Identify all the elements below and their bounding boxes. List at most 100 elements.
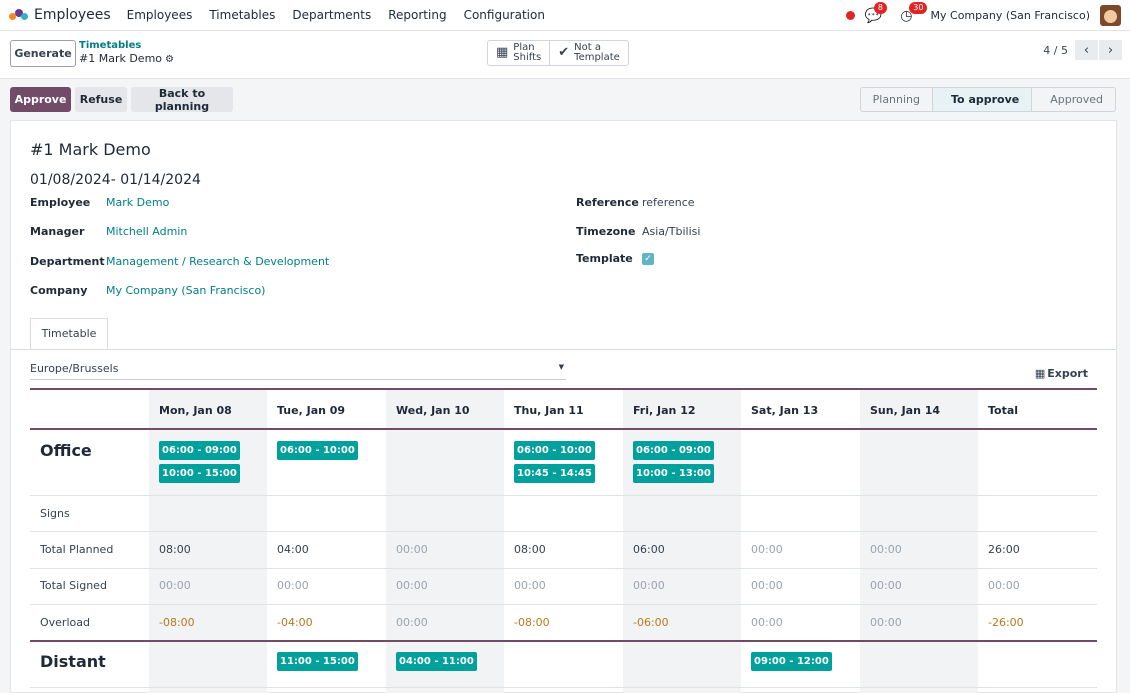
menu-employees[interactable]: Employees — [126, 8, 193, 22]
stage-planning[interactable]: Planning — [859, 87, 933, 112]
total-signed-label: Total Signed — [40, 579, 107, 592]
timezone-field: Timezone Asia/Tbilisi — [576, 225, 700, 238]
stage-approved[interactable]: Approved — [1031, 87, 1116, 112]
shift-office-thu-1[interactable]: 06:00 - 10:00 — [514, 441, 595, 460]
department-value[interactable]: Management / Research & Development — [106, 255, 330, 268]
manager-value[interactable]: Mitchell Admin — [106, 225, 188, 238]
breadcrumb-current: #1 Mark Demo — [79, 52, 163, 65]
plan-shifts-line1: Plan — [513, 42, 535, 53]
day-header-total: Total — [988, 404, 1019, 417]
pager-previous-button[interactable]: ‹ — [1075, 40, 1098, 60]
export-button[interactable]: ▦ Export — [1035, 367, 1088, 380]
export-label: Export — [1047, 367, 1088, 380]
table-icon: ▦ — [1034, 367, 1046, 380]
form-sheet: #1 Mark Demo 01/08/2024- 01/14/2024 Empl… — [10, 120, 1117, 693]
timetable-timezone-select[interactable]: Europe/Brussels ▼ — [30, 362, 566, 380]
overload-label: Overload — [40, 616, 90, 629]
shift-office-thu-2[interactable]: 10:45 - 14:45 — [514, 464, 595, 483]
shift-distant-tue-1[interactable]: 11:00 - 15:00 — [277, 652, 358, 671]
calendar-grid-icon: ▦ — [496, 45, 509, 60]
employee-field: Employee Mark Demo — [30, 196, 169, 209]
total-planned-label: Total Planned — [40, 543, 114, 556]
tab-timetable[interactable]: Timetable — [30, 318, 108, 350]
reference-value[interactable]: reference — [642, 196, 695, 209]
refuse-button[interactable]: Refuse — [75, 87, 127, 112]
shift-office-mon-2[interactable]: 10:00 - 15:00 — [159, 464, 240, 483]
row-divider — [30, 568, 1097, 569]
department-label: Department — [30, 255, 105, 268]
planned-sat: 00:00 — [751, 543, 783, 556]
menu-reporting[interactable]: Reporting — [388, 8, 447, 22]
reference-label: Reference — [576, 196, 639, 209]
signed-sat: 00:00 — [751, 579, 783, 592]
plan-shifts-button[interactable]: ▦ Plan Shifts — [488, 41, 549, 65]
breadcrumb-timetables[interactable]: Timetables — [79, 40, 142, 51]
planned-total: 26:00 — [988, 543, 1020, 556]
column-fri — [623, 390, 741, 693]
main-menu: Employees Timetables Departments Reporti… — [119, 8, 554, 22]
row-divider — [30, 604, 1097, 605]
recording-dot-icon[interactable] — [845, 11, 855, 20]
generate-button[interactable]: Generate — [10, 40, 76, 67]
manager-field: Manager Mitchell Admin — [30, 225, 187, 238]
overload-sat: 00:00 — [751, 616, 783, 629]
row-divider — [30, 495, 1097, 496]
top-navbar: Employees Employees Timetables Departmen… — [0, 0, 1130, 31]
shift-office-tue-1[interactable]: 06:00 - 10:00 — [277, 441, 358, 460]
activities-clock-icon[interactable]: ◷ 30 — [900, 1, 928, 24]
signed-fri: 00:00 — [633, 579, 665, 592]
employee-value[interactable]: Mark Demo — [106, 196, 170, 209]
systray: 💬 8 ◷ 30 My Company (San Francisco) — [845, 0, 1130, 31]
overload-sun: 00:00 — [870, 616, 902, 629]
overload-total: -26:00 — [988, 616, 1024, 629]
shift-office-fri-2[interactable]: 10:00 - 13:00 — [633, 464, 714, 483]
pager: 4 / 5 ‹ › — [1043, 40, 1122, 60]
shift-distant-wed-1[interactable]: 04:00 - 11:00 — [396, 652, 477, 671]
template-checkbox[interactable]: ✓ — [642, 253, 654, 265]
not-template-line2: Template — [574, 52, 620, 63]
signed-wed: 00:00 — [396, 579, 428, 592]
pager-value[interactable]: 4 / 5 — [1043, 43, 1068, 57]
not-template-button[interactable]: ✔ Not a Template — [549, 41, 628, 65]
grid-top-border — [30, 388, 1097, 390]
day-header-sun: Sun, Jan 14 — [870, 404, 941, 417]
stage-to-approve[interactable]: To approve — [932, 87, 1032, 112]
company-switcher[interactable]: My Company (San Francisco) — [930, 9, 1090, 22]
template-field: Template ✓ — [576, 252, 654, 265]
app-name[interactable]: Employees — [34, 7, 111, 23]
checkmark-icon: ✔ — [558, 45, 570, 60]
breadcrumb: Timetables #1 Mark Demo ⚙ — [79, 40, 174, 67]
menu-configuration[interactable]: Configuration — [463, 8, 545, 22]
distant-section-title: Distant — [40, 652, 106, 671]
menu-timetables[interactable]: Timetables — [209, 8, 276, 22]
planned-tue: 04:00 — [277, 543, 309, 556]
app-switcher[interactable]: Employees — [9, 7, 111, 23]
gear-icon[interactable]: ⚙ — [165, 54, 174, 65]
approve-button[interactable]: Approve — [10, 87, 71, 112]
planned-fri: 06:00 — [633, 543, 665, 556]
shift-office-fri-1[interactable]: 06:00 - 09:00 — [633, 441, 714, 460]
shift-office-mon-1[interactable]: 06:00 - 09:00 — [159, 441, 240, 460]
activities-badge: 30 — [909, 1, 928, 14]
overload-fri: -06:00 — [633, 616, 669, 629]
pager-next-button[interactable]: › — [1099, 40, 1122, 60]
planned-thu: 08:00 — [514, 543, 546, 556]
signed-mon: 00:00 — [159, 579, 191, 592]
day-header-wed: Wed, Jan 10 — [396, 404, 470, 417]
column-sun — [860, 390, 978, 693]
back-to-planning-button[interactable]: Back to planning — [131, 87, 233, 113]
day-header-sat: Sat, Jan 13 — [751, 404, 819, 417]
smart-buttons: ▦ Plan Shifts ✔ Not a Template — [487, 40, 629, 66]
row-divider — [30, 531, 1097, 532]
messages-icon[interactable]: 💬 8 — [865, 1, 887, 24]
company-value[interactable]: My Company (San Francisco) — [106, 284, 266, 297]
date-range: 01/08/2024- 01/14/2024 — [30, 172, 201, 188]
overload-wed: 00:00 — [396, 616, 428, 629]
plan-shifts-line2: Shifts — [513, 52, 542, 63]
stage-pipeline: Planning To approve Approved — [859, 87, 1116, 112]
menu-departments[interactable]: Departments — [292, 8, 372, 22]
user-avatar[interactable] — [1100, 5, 1121, 26]
timezone-value[interactable]: Asia/Tbilisi — [642, 225, 701, 238]
not-template-line1: Not a — [574, 42, 601, 53]
shift-distant-sat-1[interactable]: 09:00 - 12:00 — [751, 652, 832, 671]
